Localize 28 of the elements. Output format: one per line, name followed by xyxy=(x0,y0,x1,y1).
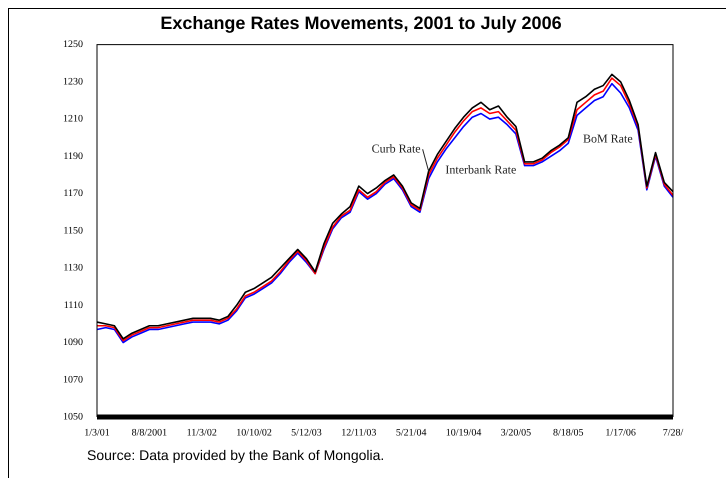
x-tick-label: 8/8/2001 xyxy=(132,428,168,439)
x-tick-label: 10/19/04 xyxy=(446,428,482,439)
y-tick-label: 1190 xyxy=(63,150,83,162)
y-tick-label: 1230 xyxy=(63,76,83,88)
chart-title: Exchange Rates Movements, 2001 to July 2006 xyxy=(160,12,562,33)
y-tick-label: 1150 xyxy=(63,225,83,236)
y-tick-label: 1250 xyxy=(63,39,83,50)
x-tick-label: 11/3/02 xyxy=(186,428,217,439)
y-tick-label: 1110 xyxy=(64,300,83,311)
x-tick-label: 1/17/06 xyxy=(605,428,636,439)
y-tick-label: 1170 xyxy=(63,188,83,200)
source-note: Source: Data provided by the Bank of Mongolia. xyxy=(87,447,384,463)
x-tick-label: 3/20/05 xyxy=(500,428,532,439)
x-tick-label: 1/3/01 xyxy=(84,428,110,439)
x-tick-label: 5/21/04 xyxy=(396,428,426,439)
x-tick-label: 7/28/ xyxy=(662,428,684,439)
x-tick-label: 5/12/03 xyxy=(291,428,322,439)
x-tick-label: 8/18/05 xyxy=(552,428,584,439)
y-tick-label: 1130 xyxy=(63,262,83,274)
series-label: BoM Rate xyxy=(583,132,633,146)
y-tick-label: 1210 xyxy=(63,114,83,125)
y-tick-label: 1090 xyxy=(63,337,83,348)
series-label: Curb Rate xyxy=(372,141,421,156)
x-tick-label: 10/10/02 xyxy=(236,428,272,439)
x-tick-label: 12/11/03 xyxy=(341,428,376,439)
y-tick-label: 1050 xyxy=(63,412,83,423)
y-tick-label: 1070 xyxy=(63,374,83,386)
series-label: Interbank Rate xyxy=(445,162,516,176)
